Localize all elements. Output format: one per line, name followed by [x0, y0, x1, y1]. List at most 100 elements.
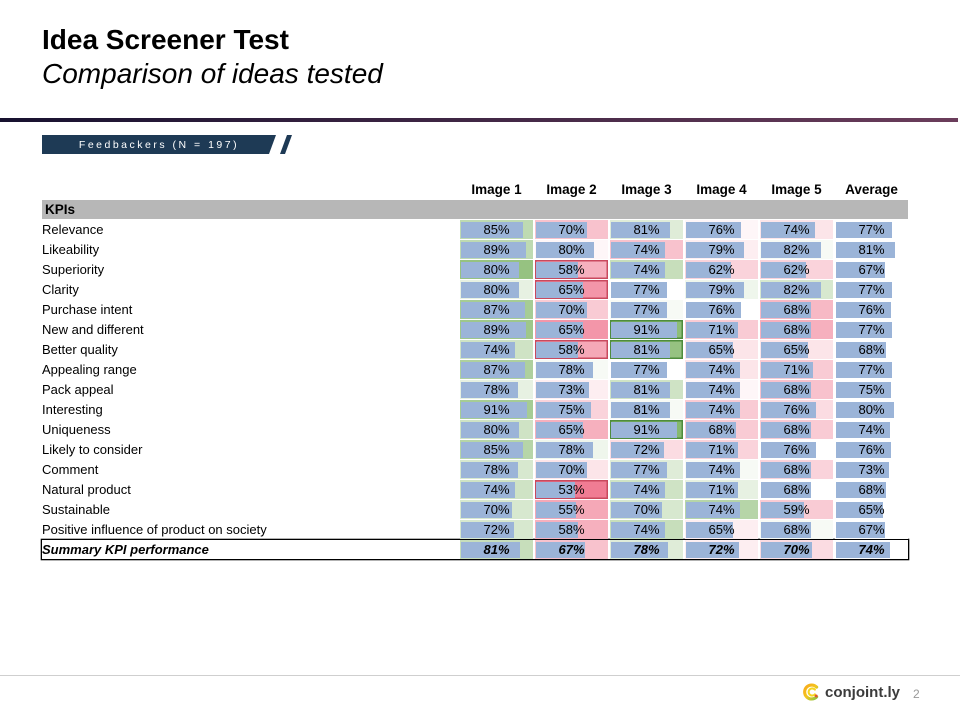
data-bar — [461, 341, 516, 358]
data-bar — [461, 481, 516, 498]
kpi-value-cell: 65% — [685, 340, 758, 359]
table-header-row: Image 1 Image 2 Image 3 Image 4 Image 5 Avera… — [42, 180, 908, 199]
kpi-value: 76% — [708, 302, 735, 317]
kpi-value: 78% — [558, 442, 585, 457]
kpi-value-cell: 74% — [685, 500, 758, 519]
kpi-value-cell: 58% — [535, 520, 608, 539]
kpi-value: 74% — [708, 382, 735, 397]
kpi-value-cell: 70% — [460, 500, 533, 519]
kpi-label: Clarity — [42, 282, 79, 297]
kpi-value: 74% — [483, 482, 510, 497]
kpi-value-cell: 79% — [685, 280, 758, 299]
data-bar — [836, 361, 893, 378]
kpi-value: 77% — [858, 322, 885, 337]
kpi-value: 78% — [633, 542, 660, 557]
kpi-value-cell: 80% — [535, 240, 608, 259]
data-bar — [836, 421, 891, 438]
data-bar — [611, 421, 678, 438]
kpi-value-cell: 78% — [535, 440, 608, 459]
kpi-value: 74% — [633, 482, 660, 497]
kpi-value-cell: 89% — [460, 240, 533, 259]
kpi-value: 74% — [708, 362, 735, 377]
kpi-value-cell: 65% — [760, 340, 833, 359]
data-bar — [686, 421, 736, 438]
kpi-value: 70% — [783, 542, 810, 557]
kpi-value: 87% — [483, 302, 510, 317]
kpi-value-cell: 70% — [610, 500, 683, 519]
kpi-value-cell: 70% — [535, 220, 608, 239]
data-bar — [686, 361, 741, 378]
kpi-value-cell: 85% — [460, 440, 533, 459]
kpi-value: 79% — [708, 242, 735, 257]
kpi-value-cell: 74% — [685, 360, 758, 379]
kpi-label: New and different — [42, 322, 144, 337]
kpi-value: 87% — [483, 362, 510, 377]
kpi-value-cell: 81% — [835, 240, 908, 259]
kpi-value-cell: 76% — [760, 440, 833, 459]
data-bar — [686, 441, 738, 458]
data-bar — [761, 301, 811, 318]
kpi-value: 55% — [558, 502, 585, 517]
data-bar — [461, 301, 525, 318]
kpi-row: Clarity 80% 65% 77% 79% 82% 77% — [42, 280, 908, 299]
kpi-value-cell: 71% — [760, 360, 833, 379]
kpi-label: Likeability — [42, 242, 100, 257]
data-bar — [461, 401, 528, 418]
column-header: Image 4 — [696, 182, 747, 197]
kpi-value: 65% — [558, 322, 585, 337]
kpi-value-cell: 87% — [460, 300, 533, 319]
kpi-value-cell: 82% — [760, 240, 833, 259]
kpi-value-cell: 85% — [460, 220, 533, 239]
kpi-label: Uniqueness — [42, 422, 111, 437]
kpi-value: 73% — [558, 382, 585, 397]
kpi-value: 59% — [783, 502, 810, 517]
kpi-value-cell: 68% — [835, 340, 908, 359]
kpi-value-cell: 68% — [760, 380, 833, 399]
data-bar — [836, 541, 891, 558]
kpi-value-cell: 81% — [610, 340, 683, 359]
data-bar — [836, 221, 893, 238]
kpi-row: Likely to consider 85% 78% 72% 71% 76% 76% — [42, 440, 908, 459]
kpi-value-cell: 58% — [535, 340, 608, 359]
kpi-value: 91% — [633, 422, 660, 437]
kpi-value-cell: 81% — [610, 400, 683, 419]
kpi-value: 81% — [633, 222, 660, 237]
kpi-value-cell: 70% — [760, 540, 833, 559]
kpi-row: Comment 78% 70% 77% 74% 68% 73% — [42, 460, 908, 479]
kpi-value: 65% — [858, 502, 885, 517]
kpi-value-cell: 77% — [610, 280, 683, 299]
data-bar — [836, 481, 886, 498]
kpi-value-cell: 74% — [685, 380, 758, 399]
kpi-value-cell: 67% — [835, 520, 908, 539]
kpi-value-cell: 70% — [535, 460, 608, 479]
kpi-label: Superiority — [42, 262, 105, 277]
kpi-value: 80% — [558, 242, 585, 257]
kpi-label: Relevance — [42, 222, 104, 237]
kpi-value: 62% — [708, 262, 735, 277]
kpi-value: 77% — [633, 362, 660, 377]
kpi-value-cell: 65% — [535, 320, 608, 339]
data-bar — [761, 401, 817, 418]
kpi-value-cell: 74% — [610, 240, 683, 259]
kpi-value: 73% — [858, 462, 885, 477]
kpi-value-cell: 77% — [835, 220, 908, 239]
data-bar — [836, 241, 896, 258]
kpi-value-cell: 74% — [835, 540, 908, 559]
footer-divider — [0, 675, 960, 676]
kpi-value-cell: 78% — [610, 540, 683, 559]
kpi-value: 53% — [558, 482, 585, 497]
data-bar — [536, 441, 593, 458]
kpi-value-cell: 91% — [460, 400, 533, 419]
kpi-value-cell: 77% — [610, 300, 683, 319]
kpi-value: 78% — [483, 382, 510, 397]
data-bar — [836, 401, 895, 418]
data-bar — [836, 341, 886, 358]
kpi-value-cell: 80% — [460, 280, 533, 299]
kpi-value: 76% — [708, 222, 735, 237]
kpi-value-cell: 87% — [460, 360, 533, 379]
kpi-value-cell: 74% — [685, 400, 758, 419]
kpi-value: 76% — [783, 442, 810, 457]
data-bar — [461, 321, 526, 338]
kpi-value: 65% — [708, 522, 735, 537]
kpi-value: 89% — [483, 242, 510, 257]
